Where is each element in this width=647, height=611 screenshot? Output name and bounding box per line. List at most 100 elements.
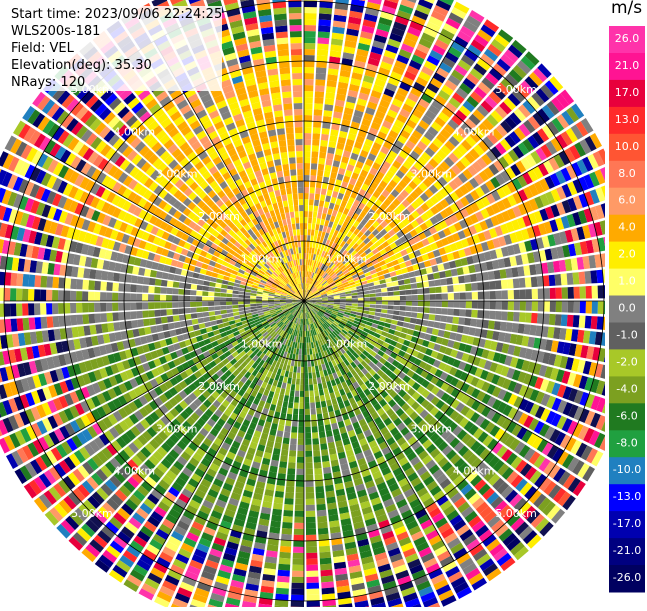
velocity-bin	[549, 314, 556, 325]
velocity-bin	[277, 400, 283, 407]
velocity-bin	[484, 291, 490, 299]
velocity-bin	[285, 492, 294, 499]
velocity-bin	[330, 197, 336, 204]
velocity-bin	[351, 293, 357, 296]
velocity-bin	[306, 565, 318, 571]
velocity-bin	[283, 377, 288, 384]
velocity-bin	[436, 294, 442, 300]
velocity-bin	[315, 188, 321, 195]
velocity-bin	[284, 504, 293, 511]
velocity-bin	[307, 235, 310, 241]
velocity-bin	[313, 206, 318, 213]
velocity-bin	[363, 291, 369, 295]
velocity-bin	[321, 401, 327, 408]
velocity-bin	[330, 454, 338, 461]
velocity-bin	[466, 301, 472, 308]
velocity-bin	[282, 522, 292, 529]
velocity-bin	[82, 314, 89, 324]
velocity-bin	[268, 303, 274, 305]
velocity-bin	[317, 176, 323, 183]
velocity-bin	[441, 308, 447, 315]
velocity-bin	[262, 303, 268, 305]
velocity-bin	[489, 311, 496, 320]
velocity-bin	[318, 425, 324, 432]
velocity-bin	[465, 283, 472, 291]
velocity-bin	[297, 463, 304, 469]
velocity-bin	[244, 302, 250, 305]
velocity-bin	[118, 312, 125, 320]
velocity-bin	[305, 409, 310, 415]
velocity-bin	[295, 493, 304, 499]
velocity-bin	[403, 273, 410, 279]
velocity-bin	[326, 159, 333, 166]
velocity-bin	[459, 284, 466, 291]
velocity-bin	[319, 7, 332, 14]
velocity-bin	[273, 393, 279, 400]
velocity-bin	[441, 286, 448, 293]
velocity-bin	[403, 322, 410, 328]
velocity-bin	[325, 485, 334, 492]
velocity-bin	[311, 169, 317, 175]
velocity-bin	[322, 587, 335, 594]
velocity-bin	[318, 164, 325, 171]
velocity-bin	[315, 474, 323, 481]
velocity-bin	[291, 432, 297, 438]
velocity-bin	[293, 547, 304, 553]
velocity-bin	[314, 390, 319, 397]
velocity-bin	[250, 306, 256, 309]
velocity-bin	[346, 296, 352, 298]
velocity-bin	[306, 469, 314, 475]
velocity-bin	[346, 305, 352, 308]
velocity-bin	[275, 387, 281, 394]
velocity-bin	[328, 387, 334, 394]
velocity-bin	[329, 135, 337, 142]
velocity-bin	[284, 395, 289, 402]
velocity-bin	[112, 312, 119, 321]
velocity-bin	[314, 360, 318, 366]
velocity-bin	[574, 287, 580, 299]
velocity-bin	[598, 285, 604, 298]
velocity-bin	[326, 86, 336, 93]
velocity-bin	[204, 322, 211, 328]
velocity-bin	[538, 288, 544, 299]
velocity-bin	[291, 360, 295, 366]
velocity-bin	[324, 201, 330, 208]
velocity-bin	[222, 318, 229, 323]
velocity-bin	[423, 314, 430, 320]
velocity-bin	[295, 354, 298, 360]
velocity-bin	[526, 301, 532, 311]
velocity-bin	[305, 427, 311, 433]
velocity-bin	[507, 279, 514, 289]
velocity-bin	[304, 157, 310, 163]
velocity-bin	[279, 558, 291, 565]
velocity-bin	[512, 323, 519, 333]
velocity-bin	[282, 528, 293, 535]
velocity-bin	[289, 450, 296, 457]
velocity-bin	[424, 294, 430, 300]
velocity-bin	[316, 218, 321, 225]
velocity-bin	[457, 267, 464, 275]
velocity-bin	[326, 381, 331, 388]
velocity-bin	[283, 401, 289, 408]
velocity-bin	[289, 396, 294, 403]
velocity-bin	[313, 236, 317, 242]
velocity-bin	[406, 295, 412, 300]
velocity-bin	[168, 323, 175, 330]
velocity-bin	[304, 19, 316, 25]
velocity-bin	[320, 564, 332, 571]
velocity-bin	[380, 313, 387, 318]
velocity-bin	[375, 312, 381, 316]
velocity-bin	[304, 25, 316, 31]
velocity-bin	[136, 311, 143, 319]
velocity-bin	[284, 432, 291, 439]
velocity-bin	[434, 279, 441, 286]
velocity-bin	[327, 208, 333, 215]
velocity-bin	[507, 312, 514, 321]
velocity-bin	[328, 299, 334, 300]
velocity-bin	[244, 304, 250, 307]
velocity-bin	[317, 49, 328, 56]
velocity-bin	[88, 314, 95, 324]
velocity-bin	[319, 546, 330, 553]
velocity-bin	[294, 403, 299, 409]
velocity-bin	[388, 292, 394, 296]
